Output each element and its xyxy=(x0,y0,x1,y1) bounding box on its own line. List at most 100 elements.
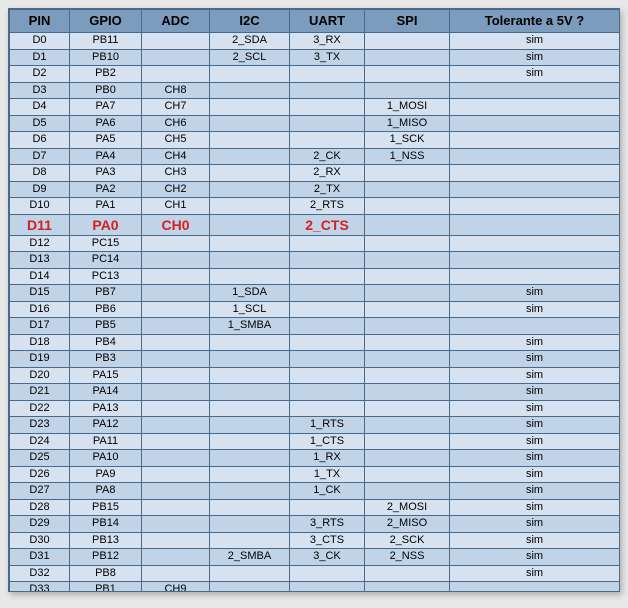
cell-tol5v: sim xyxy=(450,433,620,450)
cell-pin: D1 xyxy=(10,49,70,66)
cell-spi: 2_NSS xyxy=(365,549,450,566)
cell-pin: D6 xyxy=(10,132,70,149)
cell-tol5v xyxy=(450,181,620,198)
cell-pin: D32 xyxy=(10,565,70,582)
cell-tol5v: sim xyxy=(450,334,620,351)
cell-tol5v xyxy=(450,99,620,116)
cell-pin: D8 xyxy=(10,165,70,182)
cell-uart xyxy=(290,285,365,302)
cell-pin: D17 xyxy=(10,318,70,335)
table-row: D22PA13sim xyxy=(10,400,620,417)
cell-tol5v xyxy=(450,268,620,285)
cell-gpio: PA6 xyxy=(70,115,142,132)
cell-adc: CH4 xyxy=(142,148,210,165)
cell-tol5v: sim xyxy=(450,33,620,50)
cell-tol5v: sim xyxy=(450,499,620,516)
cell-tol5v xyxy=(450,252,620,269)
cell-gpio: PC15 xyxy=(70,235,142,252)
cell-pin: D0 xyxy=(10,33,70,50)
cell-tol5v: sim xyxy=(450,466,620,483)
cell-adc xyxy=(142,367,210,384)
cell-adc: CH5 xyxy=(142,132,210,149)
cell-gpio: PB12 xyxy=(70,549,142,566)
cell-adc xyxy=(142,466,210,483)
cell-uart: 2_CTS xyxy=(290,214,365,235)
cell-uart xyxy=(290,82,365,99)
cell-adc xyxy=(142,549,210,566)
col-header-pin: PIN xyxy=(10,10,70,33)
cell-uart xyxy=(290,235,365,252)
table-row: D29PB143_RTS2_MISOsim xyxy=(10,516,620,533)
table-frame: PIN GPIO ADC I2C UART SPI Tolerante a 5V… xyxy=(8,8,620,592)
table-row: D25PA101_RXsim xyxy=(10,450,620,467)
cell-uart: 1_CK xyxy=(290,483,365,500)
cell-tol5v: sim xyxy=(450,565,620,582)
cell-tol5v xyxy=(450,582,620,593)
cell-gpio: PB7 xyxy=(70,285,142,302)
cell-gpio: PB1 xyxy=(70,582,142,593)
cell-tol5v: sim xyxy=(450,384,620,401)
cell-tol5v: sim xyxy=(450,532,620,549)
table-row: D14PC13 xyxy=(10,268,620,285)
cell-spi xyxy=(365,417,450,434)
cell-adc xyxy=(142,400,210,417)
cell-tol5v: sim xyxy=(450,367,620,384)
cell-pin: D29 xyxy=(10,516,70,533)
cell-adc xyxy=(142,301,210,318)
cell-adc: CH7 xyxy=(142,99,210,116)
cell-gpio: PA9 xyxy=(70,466,142,483)
cell-gpio: PA8 xyxy=(70,483,142,500)
cell-pin: D3 xyxy=(10,82,70,99)
cell-gpio: PB15 xyxy=(70,499,142,516)
cell-pin: D23 xyxy=(10,417,70,434)
cell-spi xyxy=(365,565,450,582)
table-row: D19PB3sim xyxy=(10,351,620,368)
cell-uart xyxy=(290,367,365,384)
cell-spi xyxy=(365,318,450,335)
cell-i2c xyxy=(210,532,290,549)
cell-uart: 1_RX xyxy=(290,450,365,467)
cell-spi xyxy=(365,181,450,198)
cell-tol5v: sim xyxy=(450,351,620,368)
cell-pin: D33 xyxy=(10,582,70,593)
table-row: D21PA14sim xyxy=(10,384,620,401)
cell-uart: 3_CK xyxy=(290,549,365,566)
cell-i2c xyxy=(210,351,290,368)
cell-pin: D7 xyxy=(10,148,70,165)
cell-uart xyxy=(290,400,365,417)
cell-spi xyxy=(365,582,450,593)
cell-tol5v: sim xyxy=(450,516,620,533)
cell-spi xyxy=(365,483,450,500)
table-row: D20PA15sim xyxy=(10,367,620,384)
cell-gpio: PB4 xyxy=(70,334,142,351)
cell-tol5v xyxy=(450,165,620,182)
cell-tol5v xyxy=(450,82,620,99)
cell-gpio: PB14 xyxy=(70,516,142,533)
cell-spi: 2_SCK xyxy=(365,532,450,549)
cell-i2c: 2_SMBA xyxy=(210,549,290,566)
cell-adc: CH8 xyxy=(142,82,210,99)
table-row: D23PA121_RTSsim xyxy=(10,417,620,434)
cell-uart xyxy=(290,132,365,149)
table-row: D7PA4CH42_CK1_NSS xyxy=(10,148,620,165)
cell-pin: D14 xyxy=(10,268,70,285)
table-row: D0PB112_SDA3_RXsim xyxy=(10,33,620,50)
cell-i2c xyxy=(210,334,290,351)
cell-spi: 1_MOSI xyxy=(365,99,450,116)
table-row: D5PA6CH61_MISO xyxy=(10,115,620,132)
cell-i2c xyxy=(210,483,290,500)
cell-spi xyxy=(365,268,450,285)
table-row: D18PB4sim xyxy=(10,334,620,351)
cell-adc xyxy=(142,334,210,351)
cell-spi xyxy=(365,165,450,182)
table-row: D24PA111_CTSsim xyxy=(10,433,620,450)
cell-gpio: PB11 xyxy=(70,33,142,50)
cell-i2c xyxy=(210,66,290,83)
cell-tol5v xyxy=(450,132,620,149)
cell-uart: 2_CK xyxy=(290,148,365,165)
cell-pin: D16 xyxy=(10,301,70,318)
cell-i2c: 2_SCL xyxy=(210,49,290,66)
cell-pin: D2 xyxy=(10,66,70,83)
cell-spi xyxy=(365,235,450,252)
cell-gpio: PB10 xyxy=(70,49,142,66)
